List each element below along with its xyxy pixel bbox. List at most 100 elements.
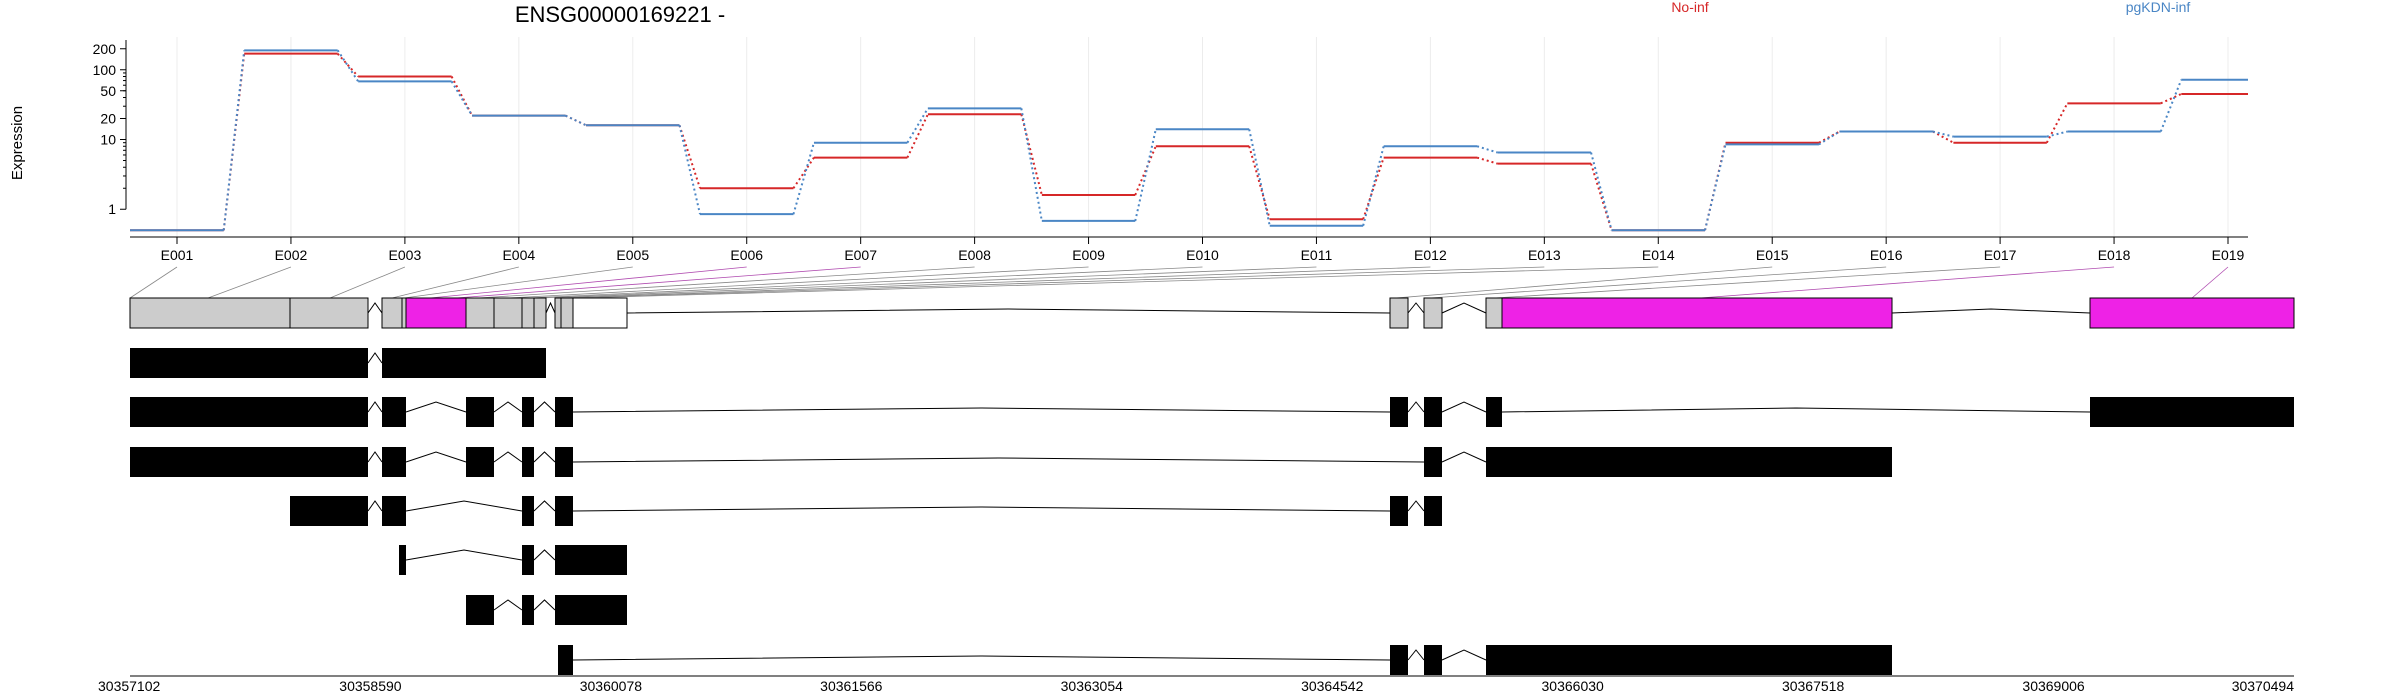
y-tick-label-20: 20: [100, 111, 116, 127]
transcript-3-exon-6: [1424, 447, 1442, 477]
transcript-7-exon-3: [1424, 645, 1442, 675]
transcript-4-exon-4: [555, 496, 573, 526]
y-tick-label-100: 100: [93, 62, 117, 78]
transcript-3-intron-2: [405, 451, 467, 463]
exon-link-E008: [477, 266, 975, 299]
gene-model-intron-4: [1407, 302, 1425, 314]
exon-link-E003: [329, 266, 406, 299]
connector-No-inf: [2160, 93, 2182, 105]
genomic-axis-label-30364542: 30364542: [1301, 678, 1364, 694]
connector-pgKDN-inf: [1476, 145, 1498, 154]
connector-No-inf: [1590, 163, 1613, 231]
genomic-axis-label-30358590: 30358590: [339, 678, 402, 694]
transcript-4-exon-5: [1390, 496, 1408, 526]
y-axis-label: Expression: [9, 106, 26, 180]
gene-model-exon-5: [405, 297, 467, 329]
genomic-axis-label-30363054: 30363054: [1061, 678, 1124, 694]
connector-No-inf: [336, 53, 359, 78]
x-tick-label-E018: E018: [2098, 247, 2131, 263]
gene-model-exon-16: [1501, 297, 1893, 329]
transcript-4-exon-1: [290, 496, 368, 526]
transcript-3-intron-1: [367, 451, 383, 463]
gene-model-intron-5: [1441, 302, 1487, 314]
transcript-3-exon-1: [130, 447, 368, 477]
transcript-4-intron-5: [1407, 500, 1425, 512]
exon-link-E002: [207, 266, 292, 299]
transcript-2-exon-4: [522, 397, 534, 427]
transcript-7-exon-4: [1486, 645, 1892, 675]
exon-link-E013: [563, 266, 1545, 299]
x-tick-label-E006: E006: [730, 247, 763, 263]
transcript-1: [130, 348, 546, 378]
transcript-3-intron-3: [493, 451, 523, 463]
connector-No-inf: [1020, 114, 1043, 196]
connector-pgKDN-inf: [1134, 129, 1157, 222]
connector-pgKDN-inf: [565, 114, 587, 127]
exon-link-E004: [391, 266, 519, 299]
gene-model-intron-1: [367, 302, 383, 314]
connector-No-inf: [678, 124, 701, 189]
transcript-2-intron-4: [533, 401, 556, 413]
x-tick-label-E007: E007: [844, 247, 877, 263]
transcript-5-intron-1: [405, 549, 523, 561]
plot-area: 1 10 20 50 100 200 E001 E002 E003 E004 E005 E006 E00…: [93, 37, 2248, 263]
transcript-2-intron-7: [1441, 401, 1487, 413]
connector-pgKDN-inf: [336, 49, 360, 82]
connector-pgKDN-inf: [1020, 108, 1043, 222]
transcript-5: [399, 545, 627, 575]
transcript-2-intron-2: [405, 401, 467, 413]
transcript-6-exon-1: [466, 595, 494, 625]
genomic-axis: 30357102 30358590 30360078 30361566 30363054…: [98, 675, 2294, 694]
connector-pgKDN-inf: [1932, 130, 1954, 138]
x-tick-label-E003: E003: [389, 247, 422, 263]
transcript-4-exon-2: [382, 496, 406, 526]
exon-link-E014: [577, 266, 1659, 299]
transcript-2-intron-8: [1501, 407, 2091, 413]
gene-model-intron-3: [626, 308, 1391, 314]
x-tick-label-E009: E009: [1072, 247, 1105, 263]
gene-model: [129, 297, 2295, 329]
genomic-axis-label-30366030: 30366030: [1542, 678, 1605, 694]
y-tick-label-10: 10: [100, 132, 116, 148]
transcript-2-exon-1: [130, 397, 368, 427]
connector-No-inf: [1932, 130, 1954, 144]
connector-pgKDN-inf: [2159, 79, 2183, 132]
gene-model-exon-4: [401, 297, 407, 329]
transcript-2-intron-5: [572, 407, 1391, 413]
transcript-3-exon-4: [522, 447, 534, 477]
gene-model-exon-12: [572, 297, 628, 329]
exon-links: [129, 266, 2229, 299]
genomic-axis-label-30369006: 30369006: [2022, 678, 2085, 694]
transcript-7-intron-3: [1441, 649, 1487, 661]
series-pgKDN-inf: [130, 49, 2248, 232]
x-tick-label-E010: E010: [1186, 247, 1219, 263]
transcript-4-exon-3: [522, 496, 534, 526]
gene-model-exon-13: [1389, 297, 1409, 329]
gene-model-exon-1: [129, 297, 291, 329]
transcript-6-intron-1: [493, 599, 523, 611]
gene-model-intron-2: [545, 301, 556, 314]
exon-link-E017: [1493, 266, 2001, 299]
connector-pgKDN-inf: [1590, 152, 1613, 231]
y-tick-label-1: 1: [108, 201, 116, 217]
connector-pgKDN-inf: [450, 80, 473, 117]
legend-pgkdn-inf: pgKDN-inf: [2126, 0, 2191, 15]
genomic-axis-label-30361566: 30361566: [820, 678, 883, 694]
transcripts: [130, 348, 2294, 675]
transcript-1-exon-2: [382, 348, 546, 378]
transcript-3-exon-3: [466, 447, 494, 477]
gene-model-exon-7: [493, 297, 523, 329]
transcript-3-intron-4: [533, 451, 556, 463]
connector-pgKDN-inf: [792, 142, 815, 215]
connector-pgKDN-inf: [2046, 130, 2068, 138]
x-tick-label-E005: E005: [616, 247, 649, 263]
exon-link-E012: [555, 266, 1431, 299]
exon-link-E010: [527, 266, 1203, 299]
gene-model-intron-6: [1891, 308, 2091, 314]
x-tick-label-E014: E014: [1642, 247, 1675, 263]
transcript-3-intron-6: [1441, 451, 1487, 463]
connector-pgKDN-inf: [1362, 146, 1385, 226]
transcript-2-exon-5: [555, 397, 573, 427]
x-tick-label-E015: E015: [1756, 247, 1789, 263]
